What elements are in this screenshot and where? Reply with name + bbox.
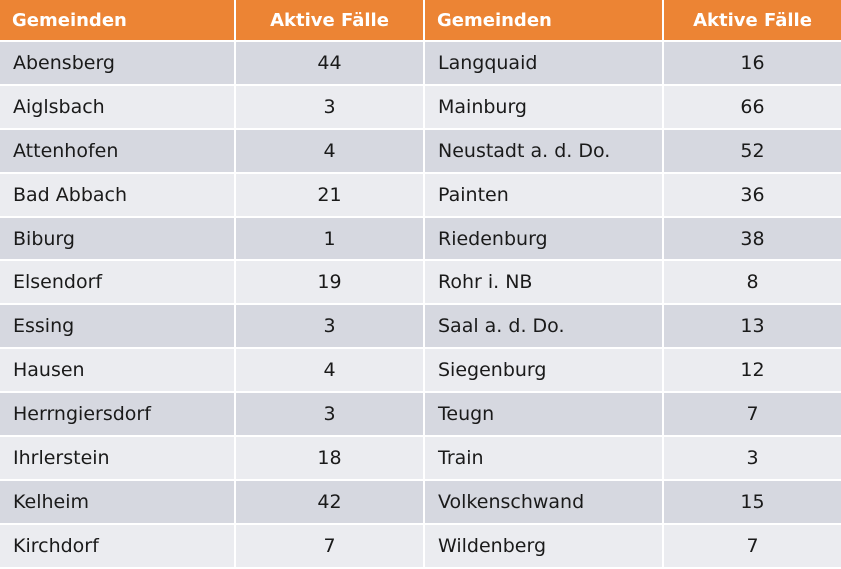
header-aktive-faelle-right: Aktive Fälle <box>664 0 841 42</box>
active-cases-right: 16 <box>664 42 841 86</box>
active-cases-left: 3 <box>236 393 425 438</box>
table-row: Biburg 1 Riedenburg 38 <box>0 217 841 262</box>
table-row: Attenhofen 4 Neustadt a. d. Do. 52 <box>0 129 841 174</box>
active-cases-left: 3 <box>236 85 425 130</box>
header-gemeinden-right: Gemeinden <box>425 0 664 42</box>
municipality-name-left: Elsendorf <box>0 261 236 306</box>
header-gemeinden-left: Gemeinden <box>0 0 236 42</box>
municipality-name-right: Volkenschwand <box>425 480 664 525</box>
active-cases-right: 8 <box>664 261 841 306</box>
municipality-name-left: Hausen <box>0 349 236 394</box>
active-cases-right: 66 <box>664 85 841 130</box>
table-row: Hausen 4 Siegenburg 12 <box>0 349 841 394</box>
active-cases-left: 19 <box>236 261 425 306</box>
municipality-name-left: Essing <box>0 305 236 350</box>
table-row: Herrngiersdorf 3 Teugn 7 <box>0 393 841 438</box>
active-cases-right: 3 <box>664 437 841 481</box>
active-cases-right: 12 <box>664 349 841 394</box>
table-row: Kelheim 42 Volkenschwand 15 <box>0 480 841 525</box>
table-row: Abensberg 44 Langquaid 16 <box>0 42 841 86</box>
municipality-name-right: Rohr i. NB <box>425 261 664 306</box>
municipality-name-left: Aiglsbach <box>0 85 236 130</box>
active-cases-left: 7 <box>236 524 425 569</box>
municipality-name-right: Train <box>425 437 664 481</box>
active-cases-left: 21 <box>236 173 425 218</box>
active-cases-right: 7 <box>664 524 841 569</box>
municipality-name-right: Teugn <box>425 393 664 438</box>
table-row: Kirchdorf 7 Wildenberg 7 <box>0 524 841 569</box>
municipality-name-right: Wildenberg <box>425 524 664 569</box>
active-cases-left: 4 <box>236 129 425 174</box>
active-cases-left: 44 <box>236 42 425 86</box>
header-row: Gemeinden Aktive Fälle Gemeinden Aktive … <box>0 0 841 42</box>
municipality-name-left: Bad Abbach <box>0 173 236 218</box>
table-body: Abensberg 44 Langquaid 16 Aiglsbach 3 Mainburg… <box>0 42 841 569</box>
municipality-name-right: Riedenburg <box>425 217 664 262</box>
municipality-name-left: Biburg <box>0 217 236 262</box>
active-cases-right: 13 <box>664 305 841 350</box>
table-row: Essing 3 Saal a. d. Do. 13 <box>0 305 841 350</box>
header-aktive-faelle-left: Aktive Fälle <box>236 0 425 42</box>
active-cases-left: 3 <box>236 305 425 350</box>
active-cases-left: 18 <box>236 437 425 481</box>
active-cases-right: 36 <box>664 173 841 218</box>
table-row: Aiglsbach 3 Mainburg 66 <box>0 85 841 130</box>
active-cases-right: 38 <box>664 217 841 262</box>
municipality-name-right: Saal a. d. Do. <box>425 305 664 350</box>
municipality-name-right: Mainburg <box>425 85 664 130</box>
municipality-name-right: Painten <box>425 173 664 218</box>
active-cases-left: 1 <box>236 217 425 262</box>
table-header: Gemeinden Aktive Fälle Gemeinden Aktive … <box>0 0 841 42</box>
municipality-name-left: Ihrlerstein <box>0 437 236 481</box>
active-cases-right: 7 <box>664 393 841 438</box>
table-row: Elsendorf 19 Rohr i. NB 8 <box>0 261 841 306</box>
active-cases-right: 52 <box>664 129 841 174</box>
active-cases-left: 4 <box>236 349 425 394</box>
municipality-name-left: Attenhofen <box>0 129 236 174</box>
table-row: Ihrlerstein 18 Train 3 <box>0 437 841 481</box>
active-cases-left: 42 <box>236 480 425 525</box>
municipality-name-right: Neustadt a. d. Do. <box>425 129 664 174</box>
municipality-name-right: Siegenburg <box>425 349 664 394</box>
municipality-name-left: Abensberg <box>0 42 236 86</box>
municipality-name-left: Herrngiersdorf <box>0 393 236 438</box>
municipality-name-right: Langquaid <box>425 42 664 86</box>
municipality-name-left: Kelheim <box>0 480 236 525</box>
table-row: Bad Abbach 21 Painten 36 <box>0 173 841 218</box>
active-cases-right: 15 <box>664 480 841 525</box>
municipality-name-left: Kirchdorf <box>0 524 236 569</box>
